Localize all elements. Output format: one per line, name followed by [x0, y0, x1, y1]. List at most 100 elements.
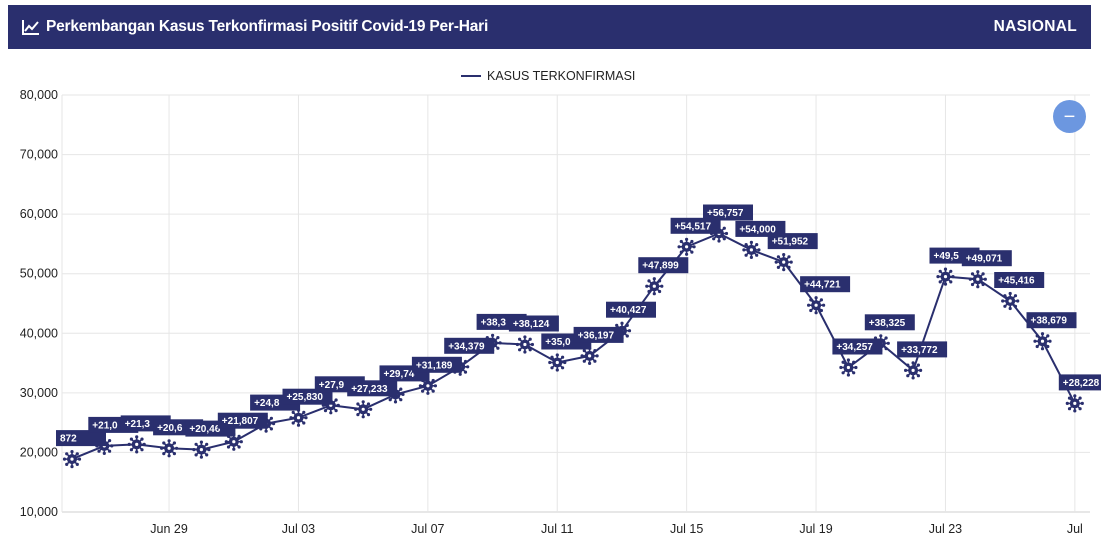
- data-label: +49,071: [961, 250, 1012, 267]
- virus-marker-icon: [645, 277, 664, 296]
- legend-label: KASUS TERKONFIRMASI: [487, 69, 635, 83]
- virus-marker-icon: [192, 440, 211, 459]
- data-label: +21,807: [217, 412, 268, 429]
- x-tick-label: Jun 29: [150, 522, 188, 536]
- virus-marker-icon: [580, 346, 599, 365]
- data-label-text: +54,517: [675, 221, 712, 232]
- data-label: +40,427: [606, 301, 656, 318]
- virus-marker-icon: [742, 240, 761, 259]
- data-label-text: +25,830: [287, 392, 324, 403]
- data-label-box: [638, 257, 689, 274]
- data-label-box: [1058, 374, 1101, 391]
- chart-legend: KASUS TERKONFIRMASI: [461, 69, 635, 83]
- data-label-text: +34,379: [448, 341, 485, 352]
- data-label-text: +45,416: [998, 276, 1035, 287]
- data-label-text: +56,757: [707, 208, 744, 219]
- y-axis: 10,000 20,000 30,000 40,000 50,000 60,000 70,0…: [20, 88, 58, 519]
- data-label-box: [606, 301, 656, 318]
- x-tick-label: Jul: [1067, 522, 1083, 536]
- data-label-text: +49,5: [934, 251, 960, 262]
- data-label-text: +31,189: [416, 360, 453, 371]
- data-label-text: +20,6: [157, 423, 183, 434]
- data-label-box: [994, 272, 1045, 288]
- virus-marker-icon: [936, 267, 955, 286]
- data-label-box: [735, 220, 786, 237]
- data-label-text: +38,3: [481, 317, 507, 328]
- y-tick-label: 70,000: [20, 148, 58, 162]
- data-label-box: [217, 412, 268, 429]
- zoom-out-button[interactable]: −: [1053, 100, 1086, 133]
- x-tick-label: Jul 07: [411, 522, 444, 536]
- data-label-text: +33,772: [901, 345, 938, 356]
- y-tick-label: 10,000: [20, 505, 58, 519]
- data-label-box: [347, 380, 398, 397]
- data-label-text: +36,197: [578, 330, 615, 341]
- data-label-text: +21,3: [125, 419, 151, 430]
- data-label: +31,189: [411, 356, 462, 373]
- data-label-box: [670, 217, 721, 234]
- data-label: +54,000: [735, 220, 786, 237]
- data-label: +25,830: [282, 388, 333, 405]
- data-label-text: +21,0: [92, 420, 118, 431]
- data-label-text: +38,679: [1031, 316, 1068, 327]
- virus-marker-icon: [515, 335, 534, 354]
- data-label-text: +21,807: [222, 416, 259, 427]
- data-label-text: 872: [60, 434, 77, 445]
- virus-marker-icon: [839, 358, 858, 377]
- x-tick-label: Jul 19: [799, 522, 832, 536]
- data-label-box: [411, 356, 462, 373]
- data-label: +36,197: [573, 326, 624, 343]
- data-label-box: [1026, 312, 1077, 329]
- x-axis: Jun 29 Jul 03 Jul 07 Jul 11 Jul 15 Jul 19 Jul …: [150, 522, 1083, 536]
- data-label-text: +47,899: [642, 261, 679, 272]
- data-label: +47,899: [638, 257, 689, 274]
- data-label-text: +27,233: [351, 384, 388, 395]
- data-label-box: [767, 233, 818, 250]
- virus-marker-icon: [1001, 291, 1020, 311]
- data-label: +33,772: [897, 341, 948, 358]
- y-tick-label: 40,000: [20, 326, 58, 340]
- scope-label: NASIONAL: [993, 18, 1077, 35]
- data-label-box: [56, 430, 106, 447]
- data-label: +38,325: [864, 314, 915, 331]
- virus-marker-icon: [774, 253, 793, 272]
- virus-marker-icon: [1033, 332, 1052, 351]
- data-label-text: +27,9: [319, 380, 345, 391]
- x-tick-label: Jul 11: [541, 522, 573, 536]
- data-label-text: +38,124: [513, 319, 550, 330]
- data-label-box: [961, 250, 1012, 267]
- chart-header: Perkembangan Kasus Terkonfirmasi Positif…: [8, 5, 1091, 49]
- chart-title: Perkembangan Kasus Terkonfirmasi Positif…: [46, 18, 489, 35]
- data-label-box: [864, 314, 915, 331]
- y-tick-label: 30,000: [20, 386, 58, 400]
- y-tick-label: 80,000: [20, 88, 58, 102]
- data-label-text: +51,952: [772, 237, 809, 248]
- data-label: +34,257: [832, 338, 883, 355]
- data-label-text: +20,46: [189, 424, 220, 435]
- data-label-text: +24,8: [254, 398, 280, 409]
- data-label-group: 872 +21,0 +21,3 +20,6 +20,46+21,807 +24,8 +25,…: [56, 204, 1101, 447]
- data-label-text: +49,071: [966, 254, 1003, 265]
- data-label-text: +28,228: [1063, 378, 1100, 389]
- data-label-text: +40,427: [610, 305, 647, 316]
- data-label-box: [508, 315, 559, 332]
- virus-marker-icon: [62, 450, 82, 469]
- y-tick-label: 50,000: [20, 267, 58, 281]
- data-label-text: +44,721: [804, 280, 841, 291]
- data-label-text: +54,000: [739, 224, 776, 235]
- data-label-box: [832, 338, 883, 355]
- data-label-box: [573, 326, 624, 343]
- data-label: +34,379: [444, 337, 495, 354]
- y-tick-label: 20,000: [20, 445, 58, 459]
- data-label: +38,679: [1026, 312, 1077, 329]
- line-chart-icon: [22, 19, 40, 35]
- data-label-text: +29,74: [384, 369, 415, 380]
- virus-marker-icon: [807, 296, 826, 315]
- data-label-box: [800, 276, 851, 293]
- data-label-text: +35,0: [545, 337, 571, 348]
- data-label: 872: [56, 430, 106, 447]
- virus-marker-icon: [160, 439, 179, 458]
- data-label: +45,416: [994, 272, 1045, 288]
- x-tick-label: Jul 03: [282, 522, 315, 536]
